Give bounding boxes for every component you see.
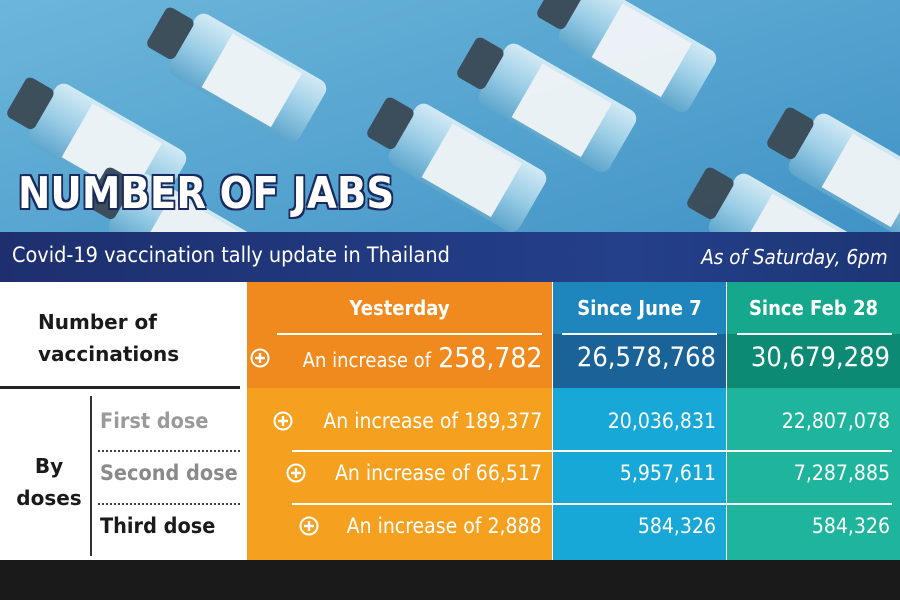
june-bottom-bg	[553, 388, 726, 560]
column-header: Yesterday	[349, 296, 450, 320]
increase-cell: An increase of 189,377	[247, 409, 542, 433]
increase-value: 258,782	[437, 341, 542, 374]
increase-text: An increase of 189,377	[323, 409, 542, 433]
feb-top-bg	[727, 334, 900, 388]
banner	[0, 232, 900, 282]
increase-cell: An increase of 2,888	[247, 514, 542, 538]
dose-label: First dose	[100, 409, 209, 433]
plus-icon	[250, 348, 270, 367]
increase-text: An increase of 66,517	[335, 461, 542, 485]
column-header: Since June 7	[577, 296, 702, 320]
june-top-bg	[553, 334, 726, 388]
column-header: Since Feb 28	[748, 296, 879, 320]
dose-value: 20,036,831	[607, 409, 716, 433]
dose-value: 22,807,078	[781, 409, 890, 433]
subtitle: Covid-19 vaccination tally update in Tha…	[12, 243, 450, 267]
rule	[292, 503, 892, 505]
dose-value: 584,326	[811, 514, 890, 538]
rule	[562, 333, 717, 335]
rule	[277, 333, 542, 335]
increase-prefix: An increase of	[302, 348, 431, 372]
rule	[292, 450, 892, 452]
rule	[737, 333, 892, 335]
plus-icon	[299, 516, 319, 536]
rule	[90, 396, 92, 556]
row-label: Number of vaccinations	[38, 310, 180, 366]
rule	[98, 503, 240, 505]
feb-bottom-bg	[727, 388, 900, 560]
feb-header-bg	[727, 282, 900, 334]
dose-value: 584,326	[637, 514, 716, 538]
title: NUMBER OF JABS	[18, 168, 395, 219]
dose-label: Second dose	[100, 461, 238, 485]
increase-cell: An increase of 66,517	[247, 461, 542, 485]
timestamp: As of Saturday, 6pm	[701, 245, 888, 269]
dose-value: 7,287,885	[793, 461, 890, 485]
plus-icon	[273, 411, 293, 431]
increase-text: An increase of 2,888	[347, 514, 542, 538]
yesterday-top-bg	[247, 282, 552, 388]
total-value: 26,578,768	[576, 342, 716, 373]
group-label: By doses	[16, 454, 82, 510]
dose-label: Third dose	[100, 514, 216, 538]
june-header-bg	[553, 282, 726, 334]
rule	[0, 386, 240, 389]
dose-value: 5,957,611	[619, 461, 716, 485]
increase-cell: An increase of 258,782	[247, 341, 542, 374]
total-value: 30,679,289	[750, 342, 890, 373]
rule	[98, 450, 240, 452]
plus-icon	[286, 463, 306, 483]
footer-bar	[0, 560, 900, 600]
